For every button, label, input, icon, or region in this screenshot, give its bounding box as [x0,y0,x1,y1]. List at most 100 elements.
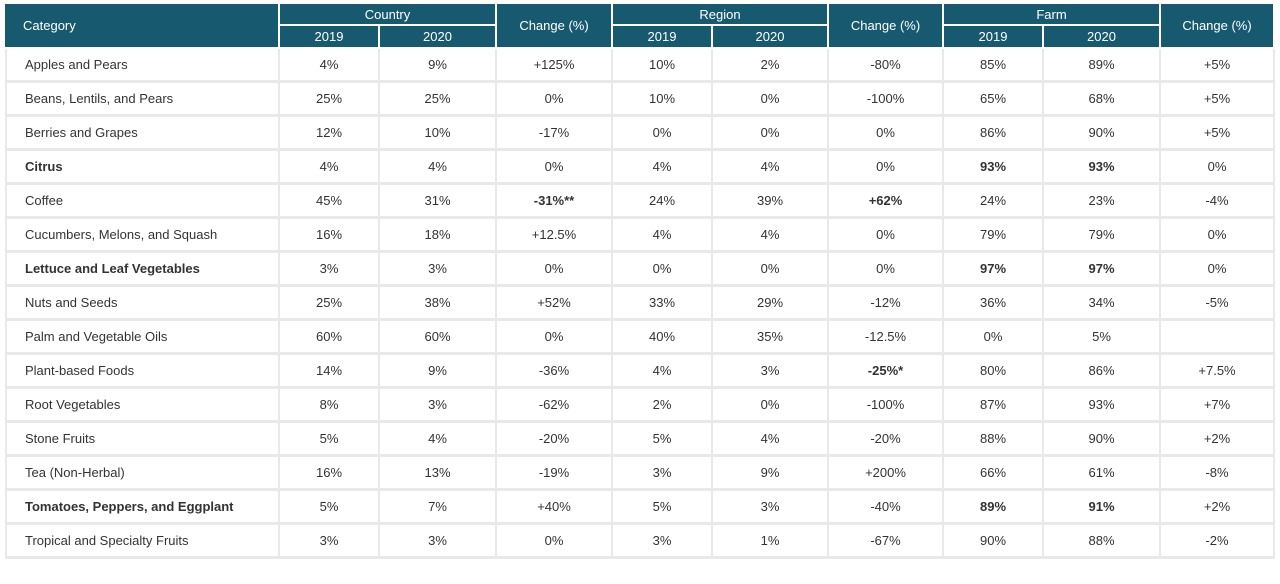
value-cell: 3% [713,355,830,389]
value-cell: 0% [829,253,945,287]
value-cell: 0% [613,253,713,287]
value-cell: 5% [280,491,380,525]
table-row: Lettuce and Leaf Vegetables 3% 3% 0% 0% 0% 0% 9… [5,253,1276,287]
value-cell: 97% [944,253,1045,287]
value-cell: 7% [380,491,497,525]
value-cell: 4% [280,151,380,185]
value-cell: +7% [1161,389,1276,423]
category-cell: Tea (Non-Herbal) [5,457,280,491]
value-cell: 3% [613,525,713,559]
value-cell: 14% [280,355,380,389]
value-cell: 61% [1044,457,1162,491]
value-cell: 25% [280,287,380,321]
value-cell: 33% [613,287,713,321]
value-cell: -67% [829,525,945,559]
header-category: Category [5,4,280,49]
table-row: Tea (Non-Herbal) 16% 13% -19% 3% 9% +200% 66% 61… [5,457,1276,491]
value-cell: 80% [944,355,1045,389]
value-cell: -19% [497,457,613,491]
value-cell: 88% [1044,525,1162,559]
value-cell: 90% [944,525,1045,559]
value-cell: +5% [1161,49,1276,83]
value-cell: +40% [497,491,613,525]
value-cell: 66% [944,457,1045,491]
value-cell: 16% [280,219,380,253]
value-cell: 0% [497,253,613,287]
value-cell: 90% [1044,117,1162,151]
value-cell: 9% [380,355,497,389]
value-cell: 2% [713,49,830,83]
header-year: 2020 [1044,26,1162,49]
value-cell: 79% [944,219,1045,253]
value-cell: -12.5% [829,321,945,355]
value-cell: 4% [380,151,497,185]
value-cell: 90% [1044,423,1162,457]
category-cell: Stone Fruits [5,423,280,457]
value-cell: 4% [713,151,830,185]
category-cell: Lettuce and Leaf Vegetables [5,253,280,287]
value-cell: 0% [1161,151,1276,185]
value-cell: 34% [1044,287,1162,321]
table-row: Tropical and Specialty Fruits 3% 3% 0% 3% 1% -… [5,525,1276,559]
value-cell: 97% [1044,253,1162,287]
value-cell: +125% [497,49,613,83]
value-cell: +5% [1161,117,1276,151]
value-cell: 25% [280,83,380,117]
value-cell: -8% [1161,457,1276,491]
value-cell: 5% [613,423,713,457]
value-cell: 0% [713,83,830,117]
category-cell: Coffee [5,185,280,219]
value-cell: 68% [1044,83,1162,117]
value-cell: +12.5% [497,219,613,253]
table-row: Beans, Lentils, and Pears 25% 25% 0% 10% 0% -1… [5,83,1276,117]
category-cell: Root Vegetables [5,389,280,423]
value-cell: 89% [1044,49,1162,83]
category-cell: Tomatoes, Peppers, and Eggplant [5,491,280,525]
category-cell: Citrus [5,151,280,185]
value-cell: 13% [380,457,497,491]
value-cell: 25% [380,83,497,117]
value-cell: 5% [280,423,380,457]
value-cell: 40% [613,321,713,355]
value-cell: -4% [1161,185,1276,219]
header-group-region: Region [613,4,830,26]
value-cell: 0% [829,117,945,151]
header-year: 2020 [713,26,830,49]
crop-change-table: Category Country Change (%) Region Chang… [5,4,1276,559]
value-cell [1161,321,1276,355]
value-cell: -2% [1161,525,1276,559]
value-cell: 4% [713,219,830,253]
value-cell: 3% [280,253,380,287]
category-cell: Palm and Vegetable Oils [5,321,280,355]
value-cell: -62% [497,389,613,423]
value-cell: 23% [1044,185,1162,219]
value-cell: 60% [380,321,497,355]
value-cell: -5% [1161,287,1276,321]
value-cell: -100% [829,389,945,423]
header-year: 2019 [280,26,380,49]
value-cell: -17% [497,117,613,151]
category-cell: Berries and Grapes [5,117,280,151]
header-change-country: Change (%) [497,4,613,49]
value-cell: 36% [944,287,1045,321]
value-cell: 1% [713,525,830,559]
value-cell: 0% [713,117,830,151]
value-cell: 0% [1161,219,1276,253]
value-cell: 0% [713,389,830,423]
table-row: Coffee 45% 31% -31%** 24% 39% +62% 24% 23% -4% [5,185,1276,219]
category-cell: Cucumbers, Melons, and Squash [5,219,280,253]
value-cell: 0% [829,219,945,253]
value-cell: 35% [713,321,830,355]
value-cell: 16% [280,457,380,491]
header-year: 2020 [380,26,497,49]
value-cell: 5% [613,491,713,525]
value-cell: 4% [613,151,713,185]
value-cell: 18% [380,219,497,253]
table-row: Plant-based Foods 14% 9% -36% 4% 3% -25%* 80% 86… [5,355,1276,389]
value-cell: 60% [280,321,380,355]
value-cell: 3% [713,491,830,525]
value-cell: 5% [1044,321,1162,355]
value-cell: +200% [829,457,945,491]
table-row: Palm and Vegetable Oils 60% 60% 0% 40% 35% -12… [5,321,1276,355]
value-cell: 85% [944,49,1045,83]
